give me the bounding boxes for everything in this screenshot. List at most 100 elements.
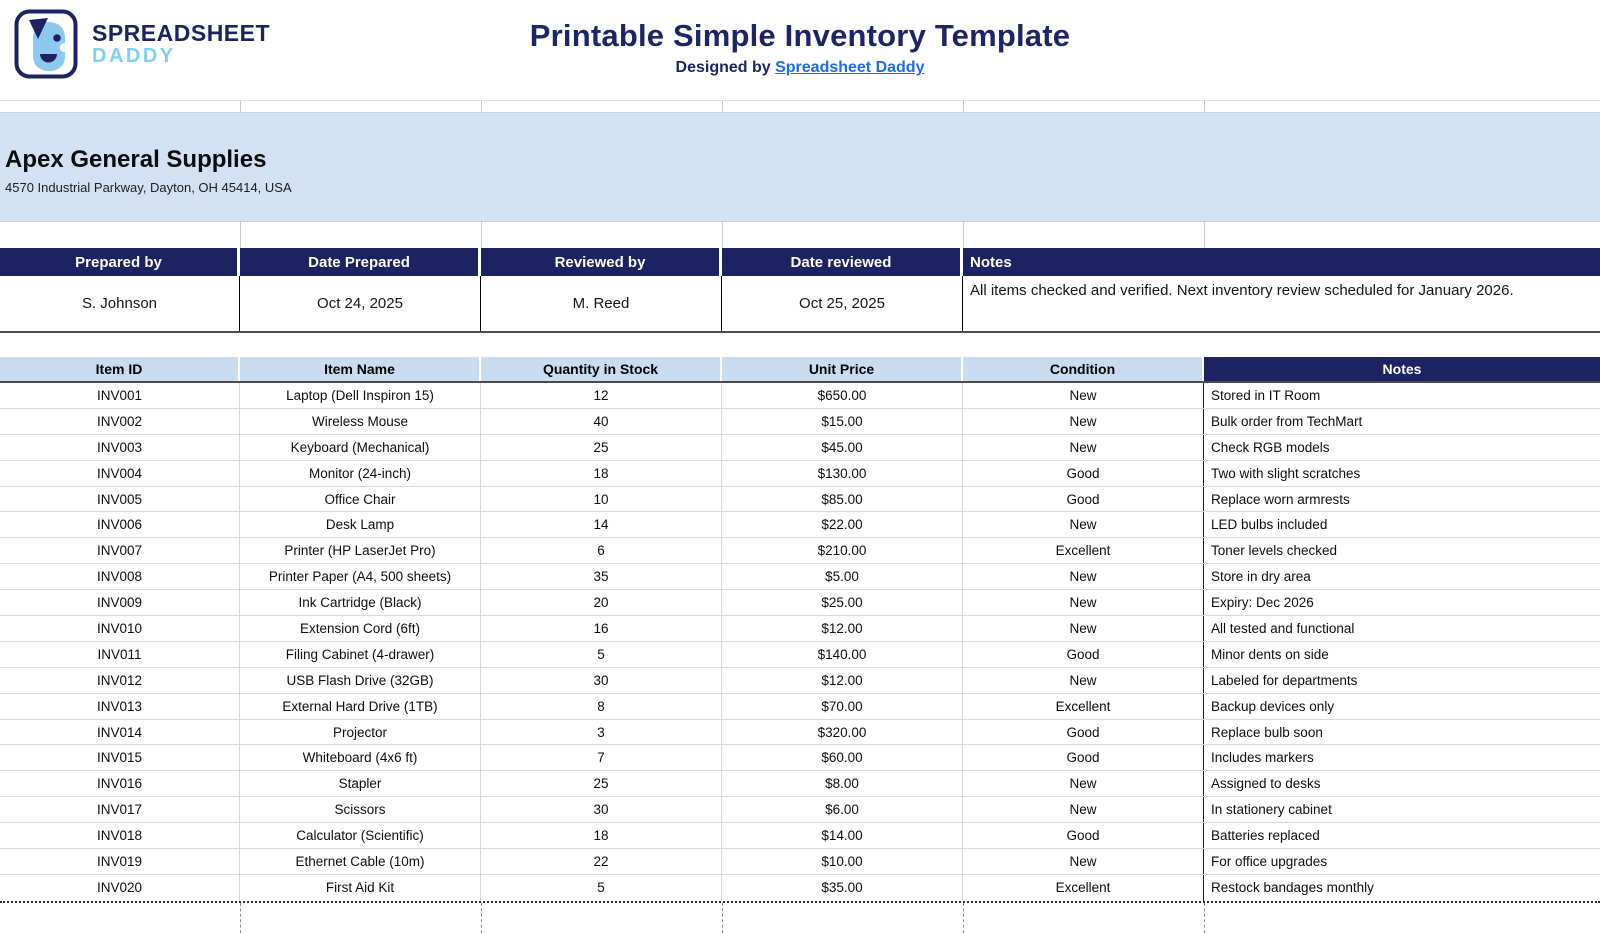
item-id-cell[interactable]: INV012 (0, 667, 240, 693)
header-unit-price[interactable]: Unit Price (722, 357, 963, 381)
notes-cell[interactable]: Replace bulb soon (1211, 724, 1323, 740)
meta-header-date-reviewed[interactable]: Date reviewed (722, 248, 963, 276)
notes-cell[interactable]: Store in dry area (1211, 569, 1311, 585)
notes-cell[interactable]: Batteries replaced (1211, 828, 1320, 844)
quantity-cell[interactable]: 22 (481, 849, 722, 874)
condition-cell[interactable]: Excellent (963, 538, 1204, 564)
unit-price-cell[interactable]: $22.00 (722, 512, 963, 538)
item-name-cell[interactable]: Extension Cord (6ft) (240, 616, 481, 641)
item-name-cell[interactable]: Keyboard (Mechanical) (240, 434, 481, 460)
condition-cell[interactable]: New (963, 512, 1204, 538)
unit-price-cell[interactable]: $14.00 (722, 823, 963, 849)
condition-cell[interactable]: Good (963, 719, 1204, 745)
notes-cell[interactable]: In stationery cabinet (1211, 802, 1332, 818)
item-id-cell[interactable]: INV007 (0, 538, 240, 564)
unit-price-cell[interactable]: $60.00 (722, 745, 963, 771)
item-name-cell[interactable]: Wireless Mouse (240, 408, 481, 434)
unit-price-cell[interactable]: $130.00 (722, 460, 963, 486)
item-name-cell[interactable]: Printer Paper (A4, 500 sheets) (240, 564, 481, 590)
item-id-cell[interactable]: INV006 (0, 512, 240, 538)
notes-cell[interactable]: Replace worn armrests (1211, 491, 1350, 507)
reviewed-by-value[interactable]: M. Reed (481, 276, 722, 331)
meta-header-date-prepared[interactable]: Date Prepared (240, 248, 481, 276)
notes-cell[interactable]: Includes markers (1211, 750, 1314, 766)
unit-price-cell[interactable]: $5.00 (722, 564, 963, 590)
notes-cell[interactable]: LED bulbs included (1211, 517, 1328, 533)
quantity-cell[interactable]: 20 (481, 590, 722, 616)
condition-cell[interactable]: New (963, 797, 1204, 823)
quantity-cell[interactable]: 3 (481, 719, 722, 745)
condition-cell[interactable]: Excellent (963, 693, 1204, 719)
item-id-cell[interactable]: INV013 (0, 693, 240, 719)
quantity-cell[interactable]: 6 (481, 538, 722, 564)
quantity-cell[interactable]: 8 (481, 693, 722, 719)
item-name-cell[interactable]: Ethernet Cable (10m) (240, 849, 481, 874)
meta-header-reviewed-by[interactable]: Reviewed by (481, 248, 722, 276)
header-condition[interactable]: Condition (963, 357, 1204, 381)
notes-cell[interactable]: Labeled for departments (1211, 672, 1358, 688)
item-id-cell[interactable]: INV016 (0, 771, 240, 797)
quantity-cell[interactable]: 25 (481, 434, 722, 460)
notes-cell[interactable]: Check RGB models (1211, 439, 1330, 455)
quantity-cell[interactable]: 18 (481, 823, 722, 849)
header-item-id[interactable]: Item ID (0, 357, 240, 381)
item-name-cell[interactable]: USB Flash Drive (32GB) (240, 667, 481, 693)
unit-price-cell[interactable]: $140.00 (722, 641, 963, 667)
quantity-cell[interactable]: 10 (481, 486, 722, 512)
unit-price-cell[interactable]: $210.00 (722, 538, 963, 564)
quantity-cell[interactable]: 30 (481, 797, 722, 823)
item-id-cell[interactable]: INV004 (0, 460, 240, 486)
quantity-cell[interactable]: 7 (481, 745, 722, 771)
notes-cell[interactable]: Backup devices only (1211, 698, 1335, 714)
item-name-cell[interactable]: Stapler (240, 771, 481, 797)
date-prepared-value[interactable]: Oct 24, 2025 (240, 276, 481, 331)
notes-cell[interactable]: Toner levels checked (1211, 543, 1338, 559)
item-name-cell[interactable]: Office Chair (240, 486, 481, 512)
notes-cell[interactable]: Minor dents on side (1211, 646, 1329, 662)
date-reviewed-value[interactable]: Oct 25, 2025 (722, 276, 963, 331)
unit-price-cell[interactable]: $10.00 (722, 849, 963, 874)
meta-header-notes[interactable]: Notes (963, 248, 1600, 276)
unit-price-cell[interactable]: $320.00 (722, 719, 963, 745)
item-id-cell[interactable]: INV003 (0, 434, 240, 460)
item-id-cell[interactable]: INV002 (0, 408, 240, 434)
notes-cell[interactable]: For office upgrades (1211, 853, 1328, 869)
notes-cell[interactable]: Assigned to desks (1211, 776, 1321, 792)
quantity-cell[interactable]: 35 (481, 564, 722, 590)
unit-price-cell[interactable]: $35.00 (722, 874, 963, 901)
item-name-cell[interactable]: Printer (HP LaserJet Pro) (240, 538, 481, 564)
condition-cell[interactable]: New (963, 616, 1204, 641)
quantity-cell[interactable]: 18 (481, 460, 722, 486)
item-name-cell[interactable]: Calculator (Scientific) (240, 823, 481, 849)
condition-cell[interactable]: Good (963, 745, 1204, 771)
notes-cell[interactable]: All tested and functional (1211, 620, 1355, 636)
header-notes[interactable]: Notes (1204, 357, 1600, 381)
unit-price-cell[interactable]: $650.00 (722, 383, 963, 408)
item-id-cell[interactable]: INV009 (0, 590, 240, 616)
condition-cell[interactable]: New (963, 667, 1204, 693)
item-id-cell[interactable]: INV001 (0, 383, 240, 408)
item-name-cell[interactable]: Filing Cabinet (4-drawer) (240, 641, 481, 667)
quantity-cell[interactable]: 40 (481, 408, 722, 434)
unit-price-cell[interactable]: $8.00 (722, 771, 963, 797)
notes-cell[interactable]: Bulk order from TechMart (1211, 413, 1363, 429)
unit-price-cell[interactable]: $45.00 (722, 434, 963, 460)
spreadsheet-daddy-link[interactable]: Spreadsheet Daddy (775, 59, 925, 76)
condition-cell[interactable]: Excellent (963, 874, 1204, 901)
item-name-cell[interactable]: Scissors (240, 797, 481, 823)
item-id-cell[interactable]: INV014 (0, 719, 240, 745)
condition-cell[interactable]: Good (963, 460, 1204, 486)
condition-cell[interactable]: New (963, 849, 1204, 874)
item-name-cell[interactable]: Projector (240, 719, 481, 745)
header-item-name[interactable]: Item Name (240, 357, 481, 381)
item-id-cell[interactable]: INV015 (0, 745, 240, 771)
notes-cell[interactable]: Stored in IT Room (1211, 387, 1321, 403)
unit-price-cell[interactable]: $12.00 (722, 667, 963, 693)
item-name-cell[interactable]: Ink Cartridge (Black) (240, 590, 481, 616)
unit-price-cell[interactable]: $6.00 (722, 797, 963, 823)
condition-cell[interactable]: Good (963, 641, 1204, 667)
notes-cell[interactable]: Restock bandages monthly (1211, 880, 1374, 896)
unit-price-cell[interactable]: $15.00 (722, 408, 963, 434)
condition-cell[interactable]: Good (963, 823, 1204, 849)
condition-cell[interactable]: New (963, 383, 1204, 408)
